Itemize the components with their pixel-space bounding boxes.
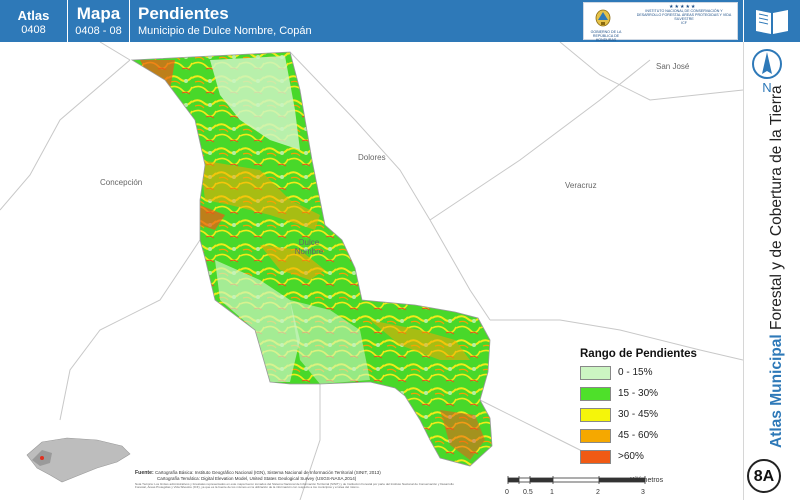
place-veracruz: Veracruz <box>565 181 597 190</box>
right-sidebar <box>743 42 800 500</box>
scale-tick: 0 <box>505 489 509 496</box>
legend-item: >60% <box>580 449 720 470</box>
map-title: Pendientes <box>138 4 229 23</box>
north-arrow-icon <box>752 49 782 79</box>
technical-note: Nota Técnica: Los límites administrativo… <box>135 481 454 490</box>
icf-stars-icon: ★★★★★ <box>669 4 697 10</box>
legend-item: 15 - 30% <box>580 386 720 407</box>
legend-label: 30 - 45% <box>618 409 659 420</box>
header-bar: Atlas 0408 Mapa 0408 - 08 Pendientes Mun… <box>0 0 743 42</box>
legend-title: Rango de Pendientes <box>580 348 697 360</box>
scale-tick: 3 <box>641 489 645 496</box>
legend-label: >60% <box>618 451 644 462</box>
sources-line1: Cartografía Básica: Instituto Geográfico… <box>155 470 381 475</box>
scale-tick: 0.5 <box>523 489 533 496</box>
legend-item: 30 - 45% <box>580 407 720 428</box>
scale-tick: 1 <box>550 489 554 496</box>
icf-text: INSTITUTO NACIONAL DE CONSERVACIÓN Y DES… <box>636 9 732 25</box>
atlas-block: Atlas 0408 <box>0 0 68 42</box>
sources-block: Fuente: Cartografía Básica: Instituto Ge… <box>135 470 465 490</box>
sources-line2: Cartografía Temática: Digital Elevation … <box>157 476 357 482</box>
title-block: Pendientes Municipio de Dulce Nombre, Co… <box>130 0 570 42</box>
place-san-jose: San José <box>656 62 690 71</box>
legend-swatch <box>580 366 611 380</box>
legend-label: 0 - 15% <box>618 367 653 378</box>
municipality-outline <box>130 51 493 467</box>
place-concepcion: Concepción <box>100 178 143 187</box>
mapa-block: Mapa 0408 - 08 <box>68 0 130 42</box>
legend-swatch <box>580 408 611 422</box>
municipality-slope-raster <box>132 52 492 466</box>
slope-map <box>0 42 743 500</box>
scale-unit: Kilómetros <box>630 477 664 484</box>
gov-text: GOBIERNO DE LA REPÚBLICA DE HONDURAS <box>590 30 622 42</box>
legend-label: 45 - 60% <box>618 430 659 441</box>
legend-swatch <box>580 429 611 443</box>
legend: Rango de Pendientes 0 - 15% 15 - 30% 30 … <box>580 348 720 470</box>
north-letter: N <box>762 80 772 95</box>
atlas-vertical-title: Atlas Municipal Forestal y de Cobertura … <box>768 85 785 448</box>
legend-item: 0 - 15% <box>580 365 720 386</box>
atlas-label: Atlas <box>17 8 50 23</box>
legend-swatch <box>580 387 611 401</box>
place-dulce-nombre: Dulce Nombre <box>294 238 324 256</box>
legend-label: 15 - 30% <box>618 388 659 399</box>
scale-bar <box>507 476 646 484</box>
admin-boundaries <box>0 42 743 500</box>
institution-logos: GOBIERNO DE LA REPÚBLICA DE HONDURAS ★★★… <box>583 2 738 42</box>
mapa-code: 0408 - 08 <box>75 25 122 37</box>
locator-map <box>26 437 131 483</box>
atlas-book-icon <box>744 0 800 42</box>
scale-tick: 2 <box>596 489 600 496</box>
page-badge: 8A <box>747 459 781 493</box>
legend-swatch <box>580 450 611 464</box>
atlas-code: 0408 <box>21 24 46 36</box>
legend-item: 45 - 60% <box>580 428 720 449</box>
place-dolores: Dolores <box>358 153 386 162</box>
mapa-label: Mapa <box>76 4 121 23</box>
map-subtitle: Municipio de Dulce Nombre, Copán <box>138 25 312 37</box>
honduras-seal-icon <box>595 9 611 27</box>
sources-heading: Fuente: <box>135 470 154 476</box>
